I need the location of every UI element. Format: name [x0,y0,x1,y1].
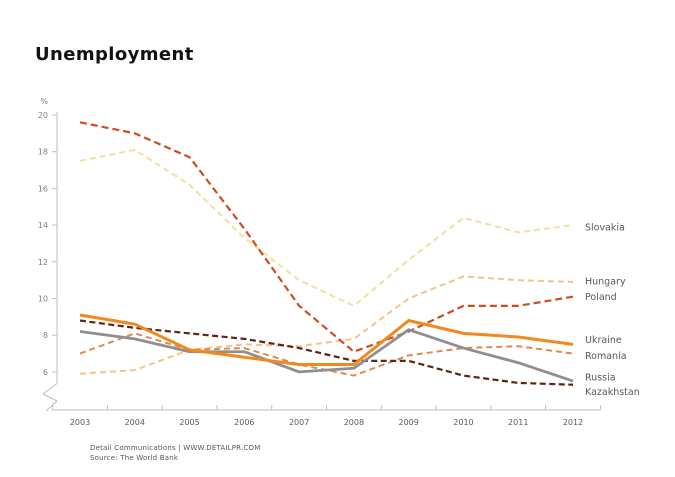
x-tick-label: 2007 [289,418,309,427]
x-tick-label: 2006 [234,418,254,427]
series-label-hungary: Hungary [585,276,626,287]
axes-group: 6 8 10 12 14 16 18 20 2003 2004 2005 2006 2007 2008 20… [38,111,601,427]
x-tick-label: 2012 [563,418,583,427]
x-tick-label: 2005 [179,418,199,427]
y-tick-label: 18 [38,148,48,157]
footer-credit-line: Detail Communications | WWW.DETAILPR.COM [90,444,261,452]
series-line-ukraine [79,313,574,367]
y-axis-unit-label: % [40,97,48,106]
y-tick-label: 6 [43,368,48,377]
x-tick-label: 2010 [453,418,473,427]
y-tick-label: 8 [43,331,48,340]
series-line-hungary [79,275,574,375]
footer-source-line: Source: The World Bank [90,454,179,462]
x-tick-label: 2009 [399,418,419,427]
x-tick-label: 2003 [70,418,90,427]
y-tick-label: 12 [38,258,48,267]
x-tick-label: 2004 [125,418,145,427]
series-line-russia [79,328,574,383]
x-tick-label: 2011 [508,418,528,427]
y-tick-label: 10 [38,295,48,304]
footer: Detail Communications | WWW.DETAILPR.COM… [90,443,260,463]
series-label-romania: Romania [585,351,627,362]
series-label-kazakhstan: Kazakhstan [585,387,640,398]
series-line-kazakhstan [79,319,574,386]
series-label-poland: Poland [585,292,617,303]
series-label-slovakia: Slovakia [585,223,625,234]
series-label-ukraine: Ukraine [585,335,622,346]
chart-title: Unemployment [35,44,194,65]
x-tick-label: 2008 [344,418,364,427]
y-tick-label: 16 [38,184,48,193]
axis-break-mark [42,383,58,412]
y-tick-label: 20 [38,111,48,120]
series-line-slovakia [79,148,574,307]
series-line-poland [79,121,574,353]
y-tick-label: 14 [38,221,48,230]
series-labels-group: Slovakia Hungary Poland Romania Kazakhstan Ru… [585,223,640,399]
series-group [79,121,574,386]
series-label-russia: Russia [585,373,616,384]
